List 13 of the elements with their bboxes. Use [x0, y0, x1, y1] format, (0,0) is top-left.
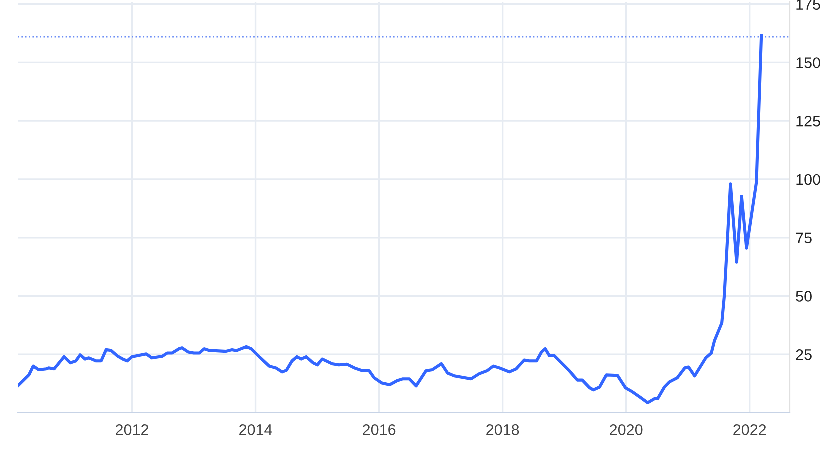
x-tick-label: 2022 [734, 424, 766, 436]
y-tick-label: 150 [796, 58, 820, 68]
x-tick-label: 2012 [116, 424, 148, 436]
x-tick-label: 2016 [363, 424, 396, 436]
y-tick-label: 25 [796, 349, 812, 360]
x-tick-label: 2014 [240, 424, 272, 436]
y-tick-label: 125 [796, 116, 820, 127]
line-series [18, 34, 764, 404]
x-tick-label: 2018 [486, 424, 520, 436]
y-tick-label: 50 [796, 291, 812, 302]
x-tick-label: 2020 [610, 424, 643, 436]
y-tick-label: 75 [796, 232, 812, 244]
y-tick-label: 100 [796, 174, 820, 186]
